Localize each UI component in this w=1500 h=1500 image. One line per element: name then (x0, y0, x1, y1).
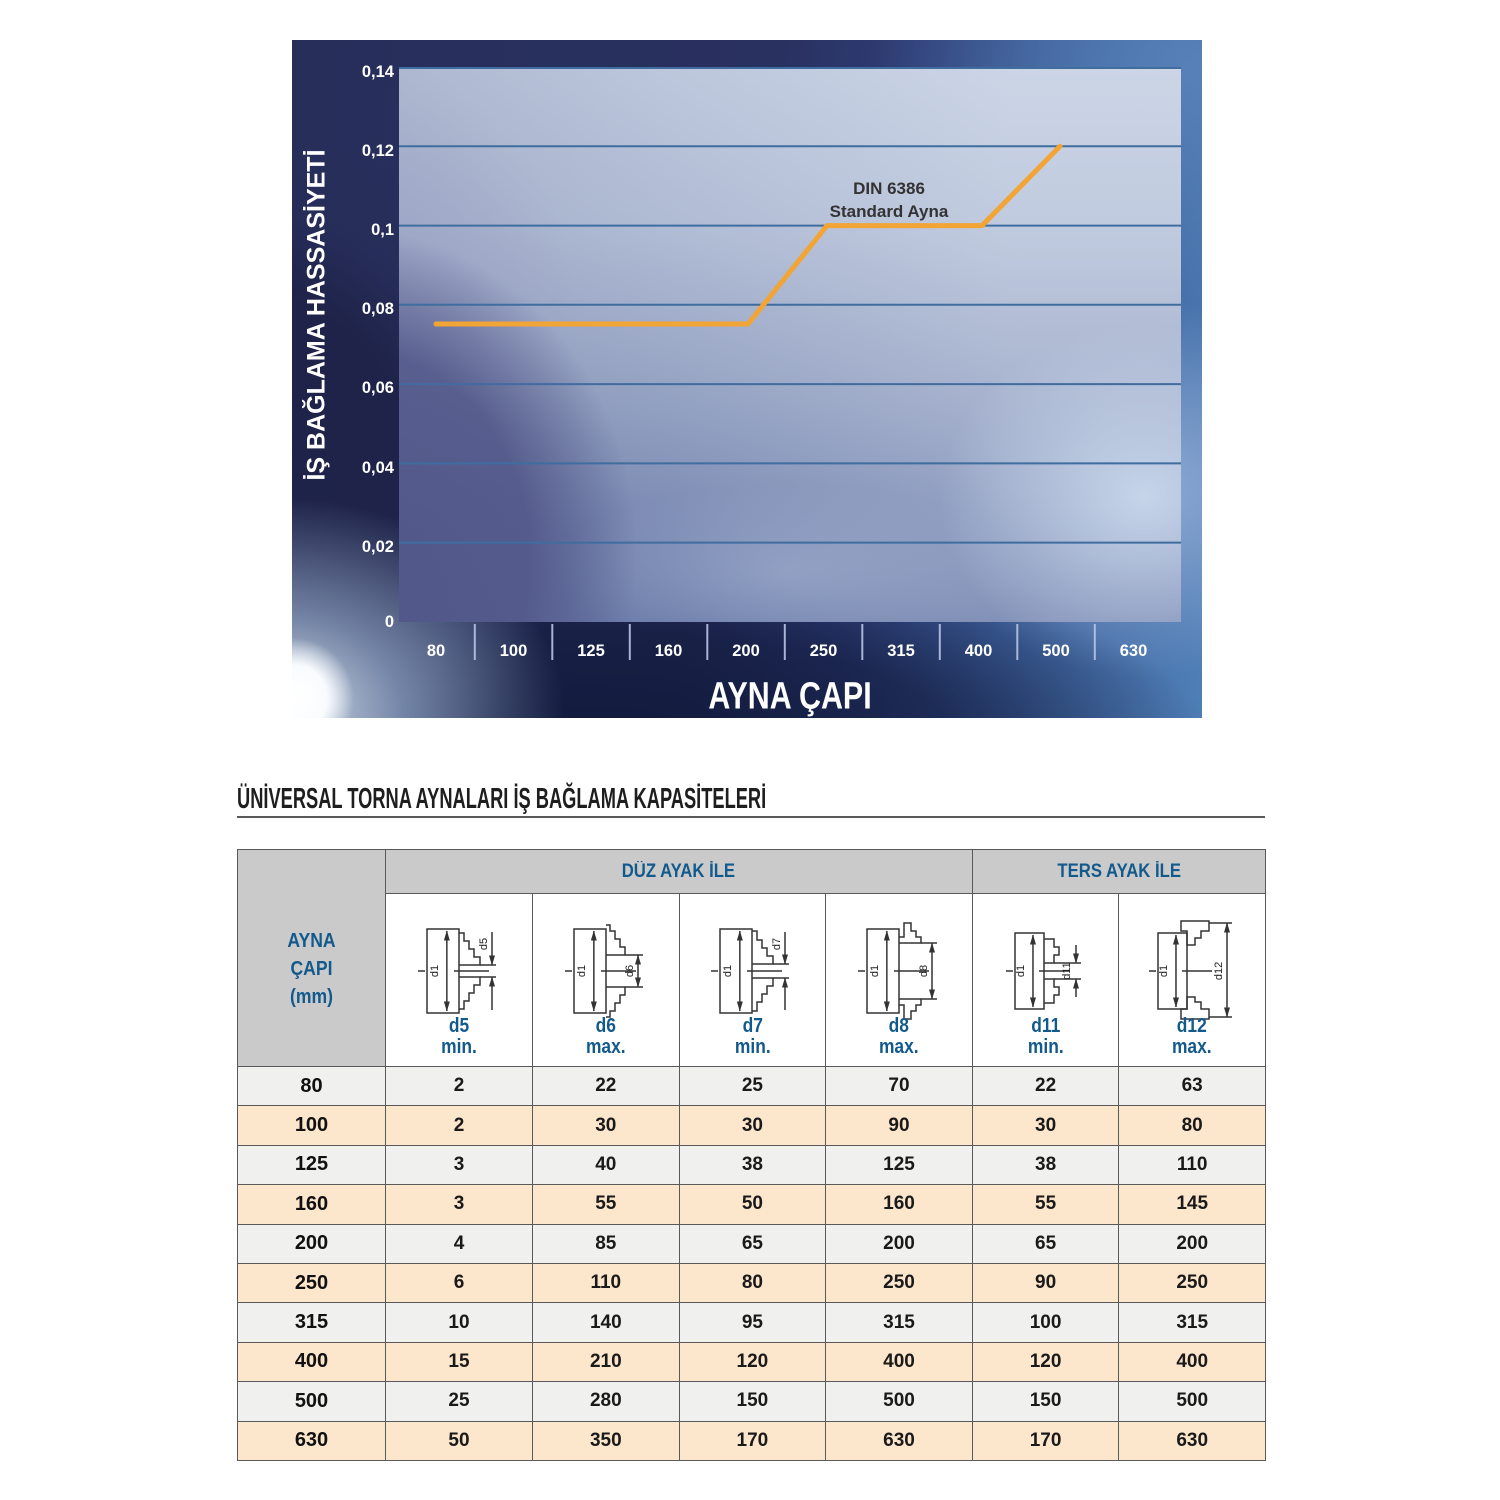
svg-text:d1: d1 (869, 965, 881, 977)
svg-text:DIN 6386: DIN 6386 (853, 179, 925, 198)
svg-text:d8: d8 (918, 965, 930, 977)
svg-text:d1: d1 (576, 965, 588, 977)
svg-text:0,08: 0,08 (362, 300, 394, 318)
svg-text:0: 0 (385, 613, 394, 631)
svg-text:250: 250 (810, 642, 838, 660)
svg-text:400: 400 (965, 642, 993, 660)
svg-text:315: 315 (887, 642, 915, 660)
svg-text:d12: d12 (1213, 962, 1225, 980)
svg-text:0,14: 0,14 (362, 63, 395, 81)
svg-text:500: 500 (1042, 642, 1070, 660)
svg-text:d1: d1 (429, 965, 441, 977)
svg-text:125: 125 (577, 642, 605, 660)
svg-text:d1: d1 (1158, 965, 1170, 977)
svg-text:0,06: 0,06 (362, 379, 394, 397)
svg-text:d6: d6 (624, 965, 636, 977)
svg-text:d7: d7 (771, 938, 783, 950)
svg-text:d1: d1 (1015, 965, 1027, 977)
svg-text:160: 160 (655, 642, 683, 660)
svg-text:630: 630 (1120, 642, 1148, 660)
svg-text:200: 200 (732, 642, 760, 660)
svg-text:0,1: 0,1 (371, 221, 394, 239)
svg-text:0,12: 0,12 (362, 142, 394, 160)
svg-text:80: 80 (427, 642, 445, 660)
svg-text:d1: d1 (722, 965, 734, 977)
svg-text:d11: d11 (1061, 962, 1073, 980)
svg-text:0,04: 0,04 (362, 459, 395, 477)
svg-text:100: 100 (500, 642, 528, 660)
svg-text:d5: d5 (478, 938, 490, 950)
svg-text:Standard Ayna: Standard Ayna (830, 202, 949, 221)
svg-text:0,02: 0,02 (362, 538, 394, 556)
